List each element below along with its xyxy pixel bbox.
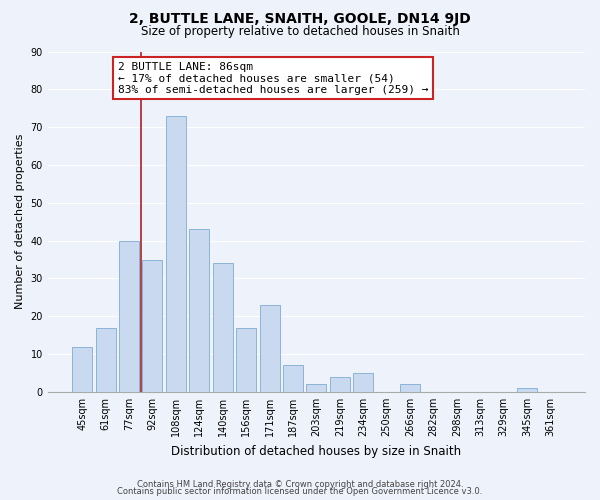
- Bar: [517, 388, 537, 392]
- Bar: [119, 240, 139, 392]
- Text: 2, BUTTLE LANE, SNAITH, GOOLE, DN14 9JD: 2, BUTTLE LANE, SNAITH, GOOLE, DN14 9JD: [129, 12, 471, 26]
- X-axis label: Distribution of detached houses by size in Snaith: Distribution of detached houses by size …: [172, 444, 461, 458]
- Bar: [72, 346, 92, 392]
- Bar: [213, 264, 233, 392]
- Text: Contains public sector information licensed under the Open Government Licence v3: Contains public sector information licen…: [118, 487, 482, 496]
- Bar: [307, 384, 326, 392]
- Bar: [283, 366, 303, 392]
- Bar: [142, 260, 163, 392]
- Bar: [260, 305, 280, 392]
- Text: Contains HM Land Registry data © Crown copyright and database right 2024.: Contains HM Land Registry data © Crown c…: [137, 480, 463, 489]
- Bar: [95, 328, 116, 392]
- Text: 2 BUTTLE LANE: 86sqm
← 17% of detached houses are smaller (54)
83% of semi-detac: 2 BUTTLE LANE: 86sqm ← 17% of detached h…: [118, 62, 428, 95]
- Bar: [236, 328, 256, 392]
- Text: Size of property relative to detached houses in Snaith: Size of property relative to detached ho…: [140, 25, 460, 38]
- Bar: [330, 377, 350, 392]
- Bar: [190, 230, 209, 392]
- Y-axis label: Number of detached properties: Number of detached properties: [15, 134, 25, 310]
- Bar: [353, 373, 373, 392]
- Bar: [400, 384, 420, 392]
- Bar: [166, 116, 186, 392]
